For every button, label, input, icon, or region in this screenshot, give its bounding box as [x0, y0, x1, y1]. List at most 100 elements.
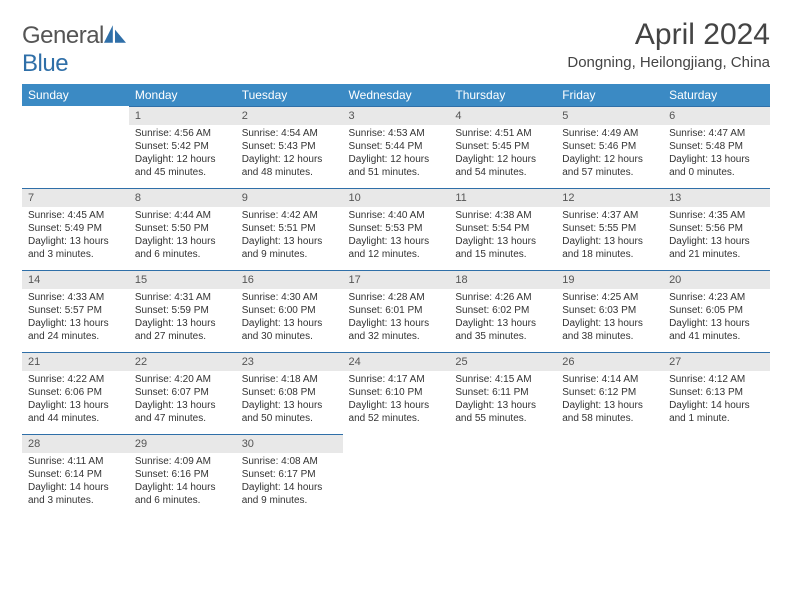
- sunset-line: Sunset: 6:07 PM: [135, 386, 230, 399]
- weekday-header: Monday: [129, 84, 236, 106]
- calendar-day: 9Sunrise: 4:42 AMSunset: 5:51 PMDaylight…: [236, 188, 343, 270]
- day-details: Sunrise: 4:56 AMSunset: 5:42 PMDaylight:…: [129, 125, 236, 183]
- day-number: 21: [22, 352, 129, 371]
- day-number: 3: [343, 106, 450, 125]
- daylight-line: Daylight: 13 hours and 6 minutes.: [135, 235, 230, 261]
- day-details: Sunrise: 4:35 AMSunset: 5:56 PMDaylight:…: [663, 207, 770, 265]
- daylight-line: Daylight: 14 hours and 6 minutes.: [135, 481, 230, 507]
- calendar-day: 6Sunrise: 4:47 AMSunset: 5:48 PMDaylight…: [663, 106, 770, 188]
- sunset-line: Sunset: 5:53 PM: [349, 222, 444, 235]
- daylight-line: Daylight: 13 hours and 50 minutes.: [242, 399, 337, 425]
- calendar-day: 17Sunrise: 4:28 AMSunset: 6:01 PMDayligh…: [343, 270, 450, 352]
- sunrise-line: Sunrise: 4:40 AM: [349, 209, 444, 222]
- daylight-line: Daylight: 12 hours and 48 minutes.: [242, 153, 337, 179]
- day-number: 9: [236, 188, 343, 207]
- logo-text-blue: Blue: [22, 50, 68, 77]
- day-number: 25: [449, 352, 556, 371]
- daylight-line: Daylight: 14 hours and 1 minute.: [669, 399, 764, 425]
- calendar-day: 29Sunrise: 4:09 AMSunset: 6:16 PMDayligh…: [129, 434, 236, 516]
- day-number: 29: [129, 434, 236, 453]
- calendar-day: 27Sunrise: 4:12 AMSunset: 6:13 PMDayligh…: [663, 352, 770, 434]
- logo-text: General Blue: [22, 22, 126, 78]
- sunset-line: Sunset: 5:57 PM: [28, 304, 123, 317]
- sunrise-line: Sunrise: 4:54 AM: [242, 127, 337, 140]
- title-block: April 2024 Dongning, Heilongjiang, China: [567, 18, 770, 71]
- day-number: 10: [343, 188, 450, 207]
- sunrise-line: Sunrise: 4:26 AM: [455, 291, 550, 304]
- sunset-line: Sunset: 6:03 PM: [562, 304, 657, 317]
- sunrise-line: Sunrise: 4:17 AM: [349, 373, 444, 386]
- day-details: Sunrise: 4:49 AMSunset: 5:46 PMDaylight:…: [556, 125, 663, 183]
- calendar-day: [449, 434, 556, 516]
- sunrise-line: Sunrise: 4:30 AM: [242, 291, 337, 304]
- calendar-day: 30Sunrise: 4:08 AMSunset: 6:17 PMDayligh…: [236, 434, 343, 516]
- daylight-line: Daylight: 13 hours and 0 minutes.: [669, 153, 764, 179]
- calendar-day: 26Sunrise: 4:14 AMSunset: 6:12 PMDayligh…: [556, 352, 663, 434]
- calendar-day: 18Sunrise: 4:26 AMSunset: 6:02 PMDayligh…: [449, 270, 556, 352]
- sunset-line: Sunset: 6:02 PM: [455, 304, 550, 317]
- daylight-line: Daylight: 12 hours and 57 minutes.: [562, 153, 657, 179]
- sunset-line: Sunset: 6:11 PM: [455, 386, 550, 399]
- sunset-line: Sunset: 6:08 PM: [242, 386, 337, 399]
- sunrise-line: Sunrise: 4:37 AM: [562, 209, 657, 222]
- sail-icon: [104, 25, 126, 43]
- sunrise-line: Sunrise: 4:08 AM: [242, 455, 337, 468]
- calendar-day: 7Sunrise: 4:45 AMSunset: 5:49 PMDaylight…: [22, 188, 129, 270]
- day-details: Sunrise: 4:45 AMSunset: 5:49 PMDaylight:…: [22, 207, 129, 265]
- daylight-line: Daylight: 14 hours and 9 minutes.: [242, 481, 337, 507]
- calendar-day: 13Sunrise: 4:35 AMSunset: 5:56 PMDayligh…: [663, 188, 770, 270]
- sunrise-line: Sunrise: 4:09 AM: [135, 455, 230, 468]
- sunset-line: Sunset: 6:13 PM: [669, 386, 764, 399]
- sunset-line: Sunset: 6:05 PM: [669, 304, 764, 317]
- daylight-line: Daylight: 14 hours and 3 minutes.: [28, 481, 123, 507]
- day-details: Sunrise: 4:14 AMSunset: 6:12 PMDaylight:…: [556, 371, 663, 429]
- calendar-day: 8Sunrise: 4:44 AMSunset: 5:50 PMDaylight…: [129, 188, 236, 270]
- calendar-day: 12Sunrise: 4:37 AMSunset: 5:55 PMDayligh…: [556, 188, 663, 270]
- daylight-line: Daylight: 13 hours and 15 minutes.: [455, 235, 550, 261]
- calendar-week: 28Sunrise: 4:11 AMSunset: 6:14 PMDayligh…: [22, 434, 770, 516]
- sunset-line: Sunset: 5:56 PM: [669, 222, 764, 235]
- calendar-day: 10 Sunrise: 4:40 AMSunset: 5:53 PMDayligh…: [343, 188, 450, 270]
- daylight-line: Daylight: 13 hours and 30 minutes.: [242, 317, 337, 343]
- day-details: Sunrise: 4:08 AMSunset: 6:17 PMDaylight:…: [236, 453, 343, 511]
- sunset-line: Sunset: 5:46 PM: [562, 140, 657, 153]
- day-number: 7: [22, 188, 129, 207]
- daylight-line: Daylight: 13 hours and 12 minutes.: [349, 235, 444, 261]
- logo-text-general: General: [22, 22, 104, 49]
- day-details: Sunrise: 4:37 AMSunset: 5:55 PMDaylight:…: [556, 207, 663, 265]
- day-details: Sunrise: 4:53 AMSunset: 5:44 PMDaylight:…: [343, 125, 450, 183]
- daylight-line: Daylight: 13 hours and 32 minutes.: [349, 317, 444, 343]
- sunrise-line: Sunrise: 4:12 AM: [669, 373, 764, 386]
- day-details: Sunrise: 4:51 AMSunset: 5:45 PMDaylight:…: [449, 125, 556, 183]
- daylight-line: Daylight: 12 hours and 45 minutes.: [135, 153, 230, 179]
- calendar-day: [556, 434, 663, 516]
- sunset-line: Sunset: 6:12 PM: [562, 386, 657, 399]
- day-details: Sunrise: 4:18 AMSunset: 6:08 PMDaylight:…: [236, 371, 343, 429]
- weekday-header: Tuesday: [236, 84, 343, 106]
- sunrise-line: Sunrise: 4:28 AM: [349, 291, 444, 304]
- day-number: 2: [236, 106, 343, 125]
- calendar-day: 24Sunrise: 4:17 AMSunset: 6:10 PMDayligh…: [343, 352, 450, 434]
- daylight-line: Daylight: 13 hours and 55 minutes.: [455, 399, 550, 425]
- calendar-day: 11Sunrise: 4:38 AMSunset: 5:54 PMDayligh…: [449, 188, 556, 270]
- daylight-line: Daylight: 12 hours and 51 minutes.: [349, 153, 444, 179]
- day-details: Sunrise: 4:09 AMSunset: 6:16 PMDaylight:…: [129, 453, 236, 511]
- daylight-line: Daylight: 13 hours and 41 minutes.: [669, 317, 764, 343]
- day-details: Sunrise: 4:17 AMSunset: 6:10 PMDaylight:…: [343, 371, 450, 429]
- sunrise-line: Sunrise: 4:20 AM: [135, 373, 230, 386]
- sunset-line: Sunset: 5:42 PM: [135, 140, 230, 153]
- sunset-line: Sunset: 5:45 PM: [455, 140, 550, 153]
- sunrise-line: Sunrise: 4:56 AM: [135, 127, 230, 140]
- daylight-line: Daylight: 13 hours and 9 minutes.: [242, 235, 337, 261]
- daylight-line: Daylight: 13 hours and 44 minutes.: [28, 399, 123, 425]
- day-number: 26: [556, 352, 663, 371]
- sunset-line: Sunset: 6:14 PM: [28, 468, 123, 481]
- sunset-line: Sunset: 5:50 PM: [135, 222, 230, 235]
- sunrise-line: Sunrise: 4:45 AM: [28, 209, 123, 222]
- sunset-line: Sunset: 6:06 PM: [28, 386, 123, 399]
- sunrise-line: Sunrise: 4:18 AM: [242, 373, 337, 386]
- sunset-line: Sunset: 6:01 PM: [349, 304, 444, 317]
- day-details: Sunrise: 4:26 AMSunset: 6:02 PMDaylight:…: [449, 289, 556, 347]
- day-details: Sunrise: 4:54 AMSunset: 5:43 PMDaylight:…: [236, 125, 343, 183]
- daylight-line: Daylight: 13 hours and 52 minutes.: [349, 399, 444, 425]
